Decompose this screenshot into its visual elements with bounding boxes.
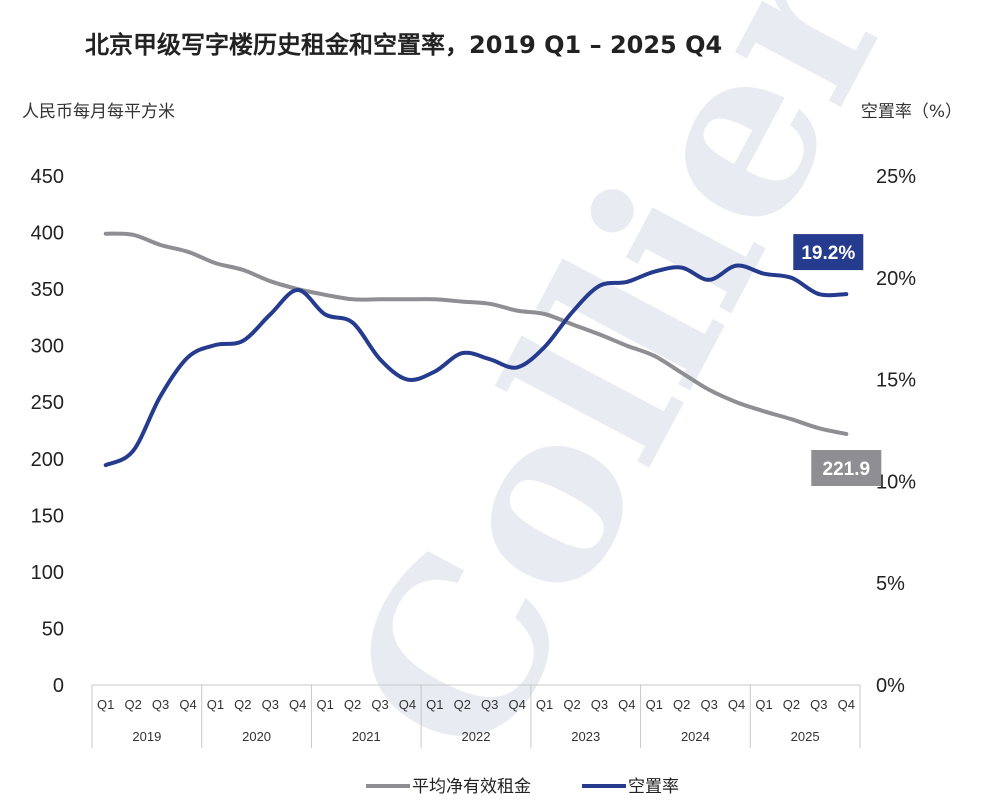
year-tick-label: 2025 (791, 729, 820, 744)
left-y-axis: 0 50 100 150 200 250 300 350 400 450 (31, 166, 64, 697)
quarter-tick-label: Q4 (618, 697, 635, 712)
quarter-tick-label: Q3 (152, 697, 169, 712)
left-tick-label: 300 (31, 336, 64, 358)
year-tick-label: 2024 (681, 729, 710, 744)
quarter-tick-label: Q4 (399, 697, 416, 712)
legend: 平均净有效租金 空置率 (366, 777, 679, 797)
quarter-tick-label: Q4 (179, 697, 196, 712)
quarter-tick-label: Q1 (536, 697, 553, 712)
left-tick-label: 400 (31, 223, 64, 245)
left-tick-label: 450 (31, 166, 64, 188)
quarter-tick-label: Q1 (97, 697, 114, 712)
x-axis: Q1 Q2 Q3 Q4 2019 Q1 Q2 Q3 Q4 2020 Q1 Q2 Q3 Q4 2021 Q1 Q2… (91, 684, 861, 748)
quarter-tick-label: Q2 (563, 697, 580, 712)
vacancy-end-label: 19.2% (801, 243, 855, 264)
right-tick-label: 20% (876, 268, 916, 290)
legend-label: 空置率 (628, 777, 679, 797)
quarter-tick-label: Q3 (262, 697, 279, 712)
quarter-tick-label: Q2 (454, 697, 471, 712)
quarter-tick-label: Q1 (646, 697, 663, 712)
right-tick-label: 0% (876, 675, 905, 697)
left-axis-label: 人民币每月每平方米 (22, 102, 175, 122)
quarter-tick-label: Q3 (371, 697, 388, 712)
year-tick-label: 2019 (132, 729, 161, 744)
vacancy-end-label-box (793, 234, 864, 271)
year-tick-label: 2022 (462, 729, 491, 744)
quarter-tick-label: Q4 (728, 697, 745, 712)
left-tick-label: 50 (42, 618, 64, 640)
quarter-tick-label: Q2 (234, 697, 251, 712)
quarter-tick-label: Q2 (783, 697, 800, 712)
quarter-tick-label: Q3 (481, 697, 498, 712)
left-tick-label: 100 (31, 562, 64, 584)
right-tick-label: 5% (876, 573, 905, 595)
rent-series-line (103, 231, 849, 436)
quarter-tick-label: Q1 (207, 697, 224, 712)
quarter-tick-label: Q3 (810, 697, 827, 712)
right-tick-label: 15% (876, 370, 916, 392)
quarter-tick-label: Q2 (344, 697, 361, 712)
legend-label: 平均净有效租金 (412, 777, 531, 797)
left-tick-label: 250 (31, 392, 64, 414)
right-tick-label: 25% (876, 166, 916, 188)
left-tick-label: 200 (31, 449, 64, 471)
year-tick-label: 2021 (352, 729, 381, 744)
end-labels: 221.9 19.2% (793, 234, 882, 487)
right-tick-label: 10% (876, 471, 916, 493)
left-tick-label: 350 (31, 279, 64, 301)
quarter-tick-label: Q1 (755, 697, 772, 712)
quarter-tick-label: Q4 (289, 697, 306, 712)
year-tick-label: 2023 (571, 729, 600, 744)
left-tick-label: 0 (53, 675, 64, 697)
chart-title: 北京甲级写字楼历史租金和空置率，2019 Q1 – 2025 Q4 (85, 31, 722, 59)
quarter-tick-label: Q4 (508, 697, 525, 712)
quarter-tick-label: Q1 (316, 697, 333, 712)
quarter-tick-label: Q2 (673, 697, 690, 712)
quarter-tick-label: Q3 (700, 697, 717, 712)
rent-end-label-box (811, 450, 882, 487)
vacancy-series-line (103, 263, 849, 468)
quarter-tick-label: Q1 (426, 697, 443, 712)
rent-end-label: 221.9 (823, 459, 871, 480)
right-axis-label: 空置率（%） (861, 102, 962, 122)
quarter-tick-label: Q3 (591, 697, 608, 712)
quarter-tick-label: Q4 (838, 697, 855, 712)
left-tick-label: 150 (31, 505, 64, 527)
year-tick-label: 2020 (242, 729, 271, 744)
plot-area (103, 231, 849, 468)
quarter-tick-label: Q2 (124, 697, 141, 712)
right-y-axis: 0% 5% 10% 15% 20% 25% (876, 166, 916, 697)
